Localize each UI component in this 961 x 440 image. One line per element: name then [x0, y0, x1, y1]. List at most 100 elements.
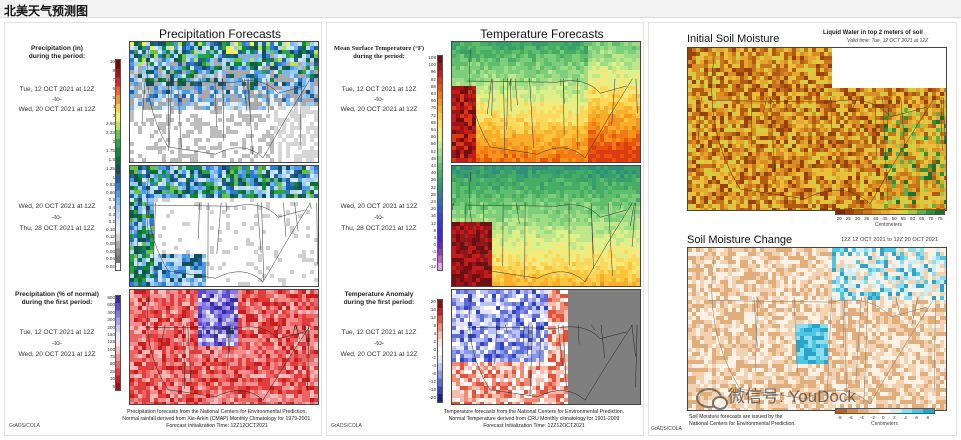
colorbar-tick-label: 16	[430, 307, 436, 312]
colorbar-tick-label: 40	[873, 216, 879, 221]
precip-credit: GrADS/COLA	[9, 423, 40, 429]
map-raster	[688, 48, 946, 210]
temp-period2-from: Wed, 20 OCT 2021 at 12Z	[340, 203, 418, 210]
colorbar-tick-label: 70	[928, 216, 934, 221]
colorbar-tick-label: 96	[430, 69, 436, 75]
temp-anomaly-to: -to-	[374, 340, 384, 347]
colorbar-tick-label: 35	[864, 216, 870, 221]
map-boundaries	[708, 256, 936, 405]
temp-map-week1	[451, 41, 641, 163]
soil-initial-unit: Centimeters	[875, 222, 902, 228]
colorbar-tick-label: 2.66	[106, 121, 115, 127]
precip-period1-until: Wed, 20 OCT 2021 at 12Z	[18, 106, 96, 113]
temp-anomaly-label: Temperature Anomaly during the first per…	[343, 291, 415, 307]
colorbar-tick-label: 10	[109, 376, 115, 382]
map-raster	[130, 290, 318, 404]
colorbar-tick-label: -8	[431, 371, 436, 376]
colorbar-tick-label: 25	[109, 368, 115, 374]
soil-change-unit: Centimeters	[871, 421, 898, 427]
temp-period2-until: Thu, 28 OCT 2021 at 12Z	[341, 225, 417, 232]
temp-map-week2	[451, 165, 641, 287]
map-boundaries	[697, 56, 946, 205]
colorbar-tick-label: 25	[845, 216, 851, 221]
colorbar-tick-label: 125	[107, 339, 115, 345]
colorbar-tick-label: 32	[430, 184, 436, 190]
colorbar-tick-label: 24	[430, 199, 436, 204]
colorbar-tick-label: 20	[430, 299, 436, 304]
colorbar-tick-label: 20	[836, 216, 842, 221]
colorbar-tick-label: -2	[431, 355, 436, 360]
colorbar-tick-label: 40	[430, 170, 436, 176]
colorbar-tick-label: 8	[112, 67, 115, 73]
colorbar-tick-label: 0.5	[108, 197, 115, 203]
temp-colorbar	[437, 55, 443, 271]
colorbar-tick-label: 0.16	[106, 226, 115, 232]
soil-initial-colorbar-labels: 20 25 30 35 40 45 50 55 60 65 70 75	[835, 216, 945, 222]
colorbar-tick-label: 0.66	[106, 189, 115, 195]
temp-period1-label: Mean Surface Temperature (°F) during the…	[333, 45, 425, 61]
colorbar-tick-label: 800	[107, 295, 115, 300]
soil-credit: GrADS/COLA	[651, 426, 682, 432]
colorbar-tick-label: -16	[429, 387, 436, 392]
temp-anomaly-until: Wed, 20 OCT 2021 at 12Z	[340, 351, 418, 358]
colorbar-tick-label: 600	[107, 302, 115, 308]
precip-colorbar-mid-labels: 1 0.83 0.66 0.5 0.4 0.3 0.2 0.16 0.12 0.08 0.06 0.0…	[105, 175, 115, 271]
colorbar-tick-label: 65	[919, 216, 925, 221]
colorbar-tick-label: -20	[429, 395, 436, 400]
colorbar-tick-label: 0.02	[106, 263, 115, 269]
soil-change-map	[687, 247, 947, 411]
precip-colorbar-mid	[115, 175, 121, 271]
precip-anomaly-map	[129, 289, 319, 405]
colorbar-tick-label: 3	[112, 112, 115, 118]
colorbar-tick-label: 0.83	[106, 182, 115, 188]
colorbar-tick-label: 0.04	[106, 256, 115, 262]
temp-anomaly-colorbar	[437, 299, 443, 403]
colorbar-tick-label: 0	[882, 415, 885, 420]
map-raster	[130, 42, 318, 162]
precip-anomaly-until: Wed, 20 OCT 2021 at 12Z	[18, 351, 96, 358]
precip-period1-to: -to-	[52, 96, 62, 103]
precip-map-week1	[129, 41, 319, 163]
colorbar-tick-label: -2	[870, 415, 875, 420]
soil-change-colorbar-labels: -8 -6 -4 -2 0 2 4 6 8	[835, 415, 935, 421]
colorbar-tick-label: 2	[893, 415, 896, 420]
map-raster	[452, 166, 640, 286]
colorbar-tick-label: 1	[112, 175, 115, 180]
watermark-text: 微信号: YouDock	[728, 387, 856, 406]
temp-credit: GrADS/COLA	[331, 423, 362, 429]
colorbar-tick-label: 20	[430, 206, 436, 212]
precip-colorbar-top	[115, 59, 121, 175]
precip-period1-label: Precipitation (in) during the period:	[28, 45, 86, 61]
colorbar-tick-label: 92	[430, 76, 436, 82]
precip-period2-from: Wed, 20 OCT 2021 at 12Z	[18, 203, 96, 210]
temp-panel: Temperature Forecasts Mean Surface Tempe…	[326, 22, 644, 436]
colorbar-tick-label: 0	[433, 242, 436, 248]
colorbar-tick-label: 0.3	[108, 211, 115, 217]
colorbar-tick-label: 80	[430, 98, 436, 104]
colorbar-tick-label: -4	[431, 363, 436, 368]
wechat-icon	[696, 387, 728, 410]
soil-change-title: Soil Moisture Change	[687, 234, 793, 246]
colorbar-tick-label: -8	[837, 415, 842, 420]
colorbar-tick-label: 4	[433, 331, 436, 336]
colorbar-tick-label: 1.25	[106, 166, 115, 172]
precip-period2-to: -to-	[52, 214, 62, 221]
temp-title: Temperature Forecasts	[480, 27, 604, 41]
temp-period1-until: Wed, 20 OCT 2021 at 12Z	[340, 106, 418, 113]
colorbar-tick-label: 50	[891, 216, 897, 221]
colorbar-tick-label: 56	[430, 141, 436, 147]
colorbar-tick-label: 48	[430, 155, 436, 161]
colorbar-tick-label: 2	[112, 139, 115, 145]
colorbar-tick-label: 5	[112, 383, 115, 389]
precip-title: Precipitation Forecasts	[158, 27, 282, 41]
colorbar-tick-label: 12	[430, 220, 436, 226]
page-title: 北美天气预测图	[4, 4, 89, 18]
colorbar-tick-label: 8	[433, 227, 436, 233]
colorbar-tick-label: 0.12	[106, 234, 115, 240]
colorbar-tick-label: 6	[915, 415, 918, 420]
temp-footer: Temperature forecasts from the National …	[443, 409, 625, 429]
colorbar-tick-label: 100	[107, 346, 115, 352]
map-raster	[452, 42, 640, 162]
colorbar-tick-label: 60	[909, 216, 916, 221]
temp-period1-from: Tue, 12 OCT 2021 at 12Z	[341, 86, 417, 93]
